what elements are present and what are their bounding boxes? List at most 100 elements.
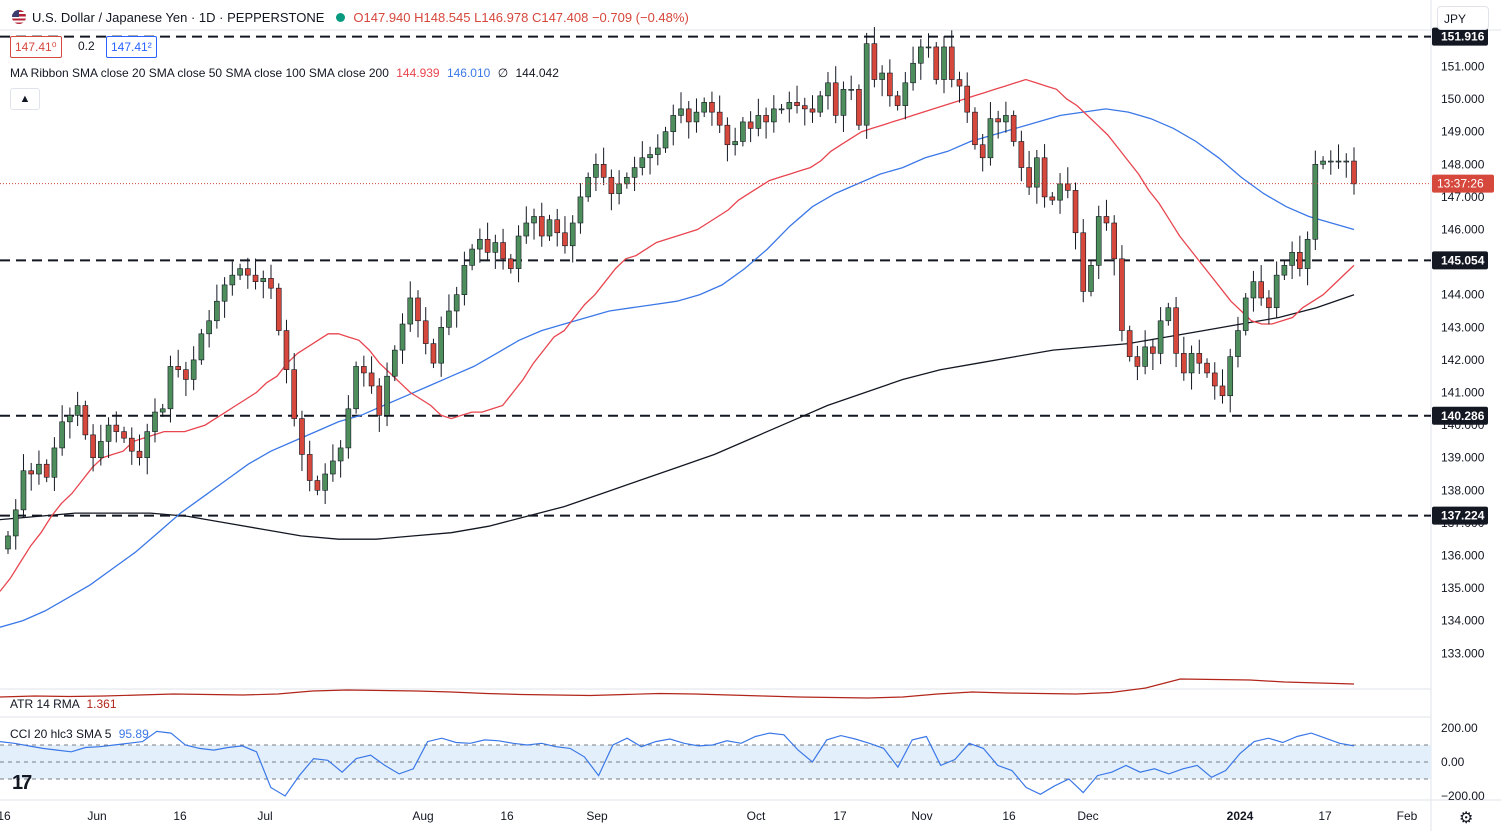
price-tick-label: 133.000 (1441, 646, 1485, 660)
candle-body (121, 431, 127, 439)
candle-body (716, 111, 723, 126)
candle-body (918, 46, 924, 64)
price-axis[interactable]: 151.000 150.000 149.000 148.000 147.000 146.0… (1432, 27, 1494, 803)
indicator-lines (0, 678, 1355, 797)
candle-body (438, 326, 444, 364)
candle-body (562, 232, 568, 247)
countdown-label: 13:37:26 (1437, 177, 1484, 191)
candle-body (183, 369, 189, 380)
candle-body (801, 105, 808, 110)
candle-body (74, 405, 81, 416)
cci-legend[interactable]: CCI 20 hlc3 SMA 5 95.89 (10, 727, 149, 741)
sma50-line (0, 108, 1355, 628)
ma-ribbon-legend[interactable]: MA Ribbon SMA close 20 SMA close 50 SMA … (10, 66, 559, 80)
sell-price-box[interactable]: 147.41⁰ (10, 36, 62, 58)
candle-body (1034, 157, 1040, 188)
candle-body (67, 415, 73, 423)
gear-icon[interactable]: ⚙ (1459, 810, 1474, 827)
ma-ribbon-label: MA Ribbon SMA close 20 SMA close 50 SMA … (10, 66, 389, 80)
candle-body (848, 89, 854, 91)
candle-body (415, 297, 421, 322)
collapse-legend-button[interactable]: ▲ (10, 88, 40, 110)
candle-body (152, 411, 158, 432)
candle-body (1211, 372, 1218, 387)
candle-body (979, 144, 986, 159)
symbol-title[interactable]: U.S. Dollar / Japanese Yen · 1D · PEPPER… (12, 10, 689, 25)
candle-body (755, 115, 762, 129)
time-axis[interactable]: 16 Jun 16 Jul Aug 16 Sep Oct 17 Nov 16 Dec 2024 17 Feb (0, 809, 1418, 823)
candle-body (1327, 160, 1334, 163)
candle-body (1049, 196, 1056, 201)
candle-body (1018, 141, 1025, 168)
tradingview-logo-icon[interactable]: 17 (12, 772, 32, 794)
candle-body (1080, 232, 1087, 292)
candle-body (105, 424, 112, 442)
candle-body (1134, 356, 1141, 367)
price-tick-label: 149.000 (1441, 125, 1485, 139)
candle-body (1119, 258, 1125, 331)
candle-body (709, 102, 715, 113)
candle-body (956, 79, 963, 87)
candle-body (1351, 160, 1357, 185)
candle-body (500, 242, 506, 260)
candle-body (902, 82, 909, 106)
currency-selector[interactable]: JPY (1437, 6, 1489, 30)
candle-body (724, 124, 731, 146)
candle-body (987, 118, 994, 159)
time-tick-label: 17 (1318, 809, 1332, 823)
candle-body (36, 463, 42, 475)
horizontal-levels (0, 35, 1431, 517)
candle-body (322, 473, 328, 491)
currency-label: JPY (1444, 12, 1467, 26)
sma200-value: 144.042 (515, 66, 559, 80)
candle-body (245, 268, 251, 276)
buy-price-box[interactable]: 147.41² (106, 36, 157, 58)
candle-body (1258, 281, 1264, 299)
candle-body (964, 85, 971, 113)
candle-body (330, 460, 336, 475)
candle-body (1320, 160, 1326, 165)
candle-body (1312, 164, 1319, 240)
candle-body (422, 320, 429, 344)
candle-body (662, 131, 669, 149)
candle-body (546, 219, 553, 237)
candle-body (90, 434, 96, 459)
atr-legend[interactable]: ATR 14 RMA 1.361 (10, 697, 117, 711)
candle-body (786, 102, 793, 110)
candle-body (268, 278, 274, 289)
candle-body (159, 408, 166, 413)
candle-body (631, 167, 638, 178)
candle-body (925, 46, 932, 49)
cci-band (0, 744, 1431, 780)
spread-value: 0.2 (78, 39, 95, 53)
level-price-tag (1432, 406, 1488, 425)
candle-body (600, 164, 607, 178)
sma50-value: 146.010 (446, 66, 491, 80)
last-price-tag (1432, 174, 1494, 193)
candle-body (1335, 160, 1342, 163)
cci-label: CCI 20 hlc3 SMA 5 (10, 727, 112, 741)
candle-body (778, 108, 785, 111)
candle-body (221, 284, 228, 302)
candle-body (701, 102, 708, 113)
candle-body (12, 509, 19, 537)
price-tick-label: 151.000 (1441, 60, 1485, 74)
candle-body (608, 177, 615, 194)
candle-body (28, 470, 35, 475)
candle-body (1297, 252, 1303, 269)
level-price-label: 151.916 (1441, 30, 1485, 44)
time-tick-label: 16 (173, 809, 187, 823)
price-tick-label: 138.000 (1441, 483, 1485, 497)
price-tick-label: 146.000 (1441, 223, 1485, 237)
atr-value: 1.361 (86, 697, 117, 711)
time-tick-label: 16 (500, 809, 514, 823)
candle-body (1181, 353, 1187, 374)
candle-body (1227, 356, 1234, 397)
candle-body (538, 216, 545, 237)
candle-body (51, 447, 58, 478)
candle-body (972, 111, 978, 146)
candle-body (144, 431, 151, 458)
level-price-label: 140.286 (1441, 409, 1485, 423)
time-tick-label: Nov (911, 809, 932, 823)
